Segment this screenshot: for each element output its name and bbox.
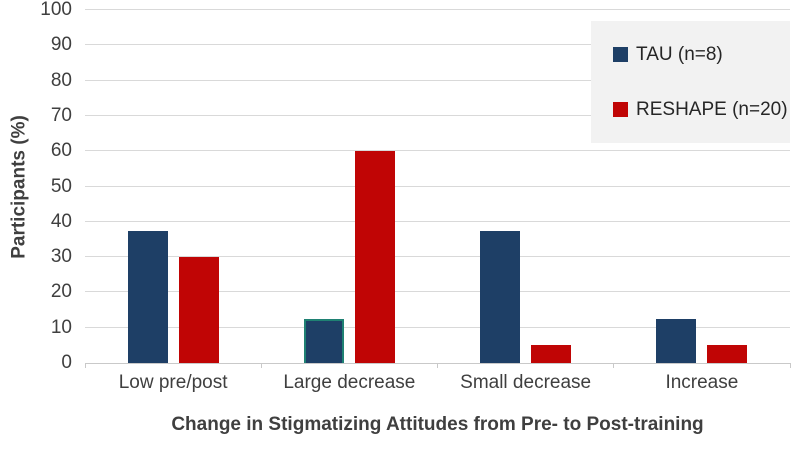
gridline-90	[85, 44, 790, 46]
bar-tau-low-pre-post	[127, 230, 168, 363]
bar-reshape-large-decrease	[354, 151, 395, 363]
y-tick-label-70: 70	[50, 104, 72, 126]
y-tick-label-100: 100	[40, 0, 72, 20]
x-category-label: Large decrease	[283, 372, 416, 393]
reshape-color-swatch-icon	[613, 102, 628, 117]
bars-container	[85, 10, 790, 363]
tau-color-swatch-icon	[613, 47, 628, 62]
y-tick-label-60: 60	[50, 140, 72, 162]
gridline-20	[85, 291, 790, 293]
legend-item-reshape: RESHAPE (n=20)	[613, 99, 790, 121]
x-category-label: Small decrease	[460, 372, 592, 393]
gridline-100	[85, 9, 790, 10]
gridline-50	[85, 185, 790, 187]
x-axis-tick-mark	[84, 363, 86, 368]
gridline-40	[85, 220, 790, 222]
gridline-60	[85, 150, 790, 152]
y-tick-label-90: 90	[50, 34, 72, 56]
y-tick-label-10: 10	[50, 316, 72, 338]
bar-group-large-decrease	[261, 10, 437, 363]
y-axis-tick-labels: 0 10 20 30 40 50 60 70 80 90 100	[0, 0, 72, 373]
gridline-70	[85, 114, 790, 116]
y-tick-label-30: 30	[50, 246, 72, 268]
gridline-10	[85, 326, 790, 328]
bar-tau-large-decrease	[303, 318, 344, 363]
x-category-label: Low pre/post	[118, 372, 228, 393]
legend-item-tau: TAU (n=8)	[613, 44, 790, 66]
x-category-label: Increase	[665, 372, 739, 393]
bar-reshape-small-decrease	[531, 345, 572, 363]
bar-reshape-low-pre-post	[178, 257, 219, 363]
x-axis-tick-mark	[260, 363, 262, 368]
x-axis-category-labels: Low pre/post Large decrease Small decrea…	[85, 372, 790, 394]
x-axis-tick-mark	[613, 363, 615, 368]
y-tick-label-40: 40	[50, 210, 72, 232]
gridline-80	[85, 79, 790, 81]
bar-group-low-pre-post	[85, 10, 261, 363]
x-axis-tick-mark	[789, 363, 791, 368]
x-axis-tick-mark	[437, 363, 438, 368]
bar-reshape-increase	[707, 345, 748, 363]
bar-tau-increase	[656, 318, 697, 363]
bar-tau-small-decrease	[480, 230, 521, 363]
x-axis-title: Change in Stigmatizing Attitudes from Pr…	[171, 414, 704, 435]
y-tick-label-0: 0	[61, 352, 72, 373]
bar-group-small-decrease	[438, 10, 614, 363]
legend-label-tau: TAU (n=8)	[636, 43, 723, 65]
gridline-30	[85, 256, 790, 258]
bar-group-increase	[614, 10, 790, 363]
y-tick-label-20: 20	[50, 281, 72, 303]
legend: TAU (n=8) RESHAPE (n=20)	[591, 21, 790, 143]
plot-area	[84, 9, 791, 368]
y-tick-label-50: 50	[50, 175, 72, 197]
legend-label-reshape: RESHAPE (n=20)	[636, 98, 788, 120]
y-tick-label-80: 80	[50, 69, 72, 91]
